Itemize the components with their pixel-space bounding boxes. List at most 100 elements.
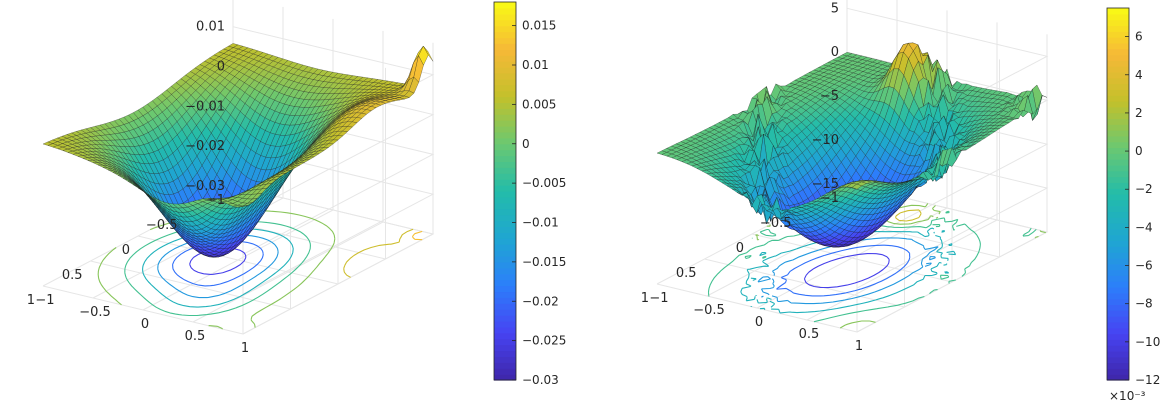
colorbar-band [1107,71,1129,79]
colorbar-band [494,250,516,257]
colorbar-band [1107,350,1129,358]
y-tick-label: 1 [241,341,249,356]
colorbar-tick-label: 2 [1135,106,1143,120]
colorbar-band [494,72,516,80]
grid-line [806,219,998,321]
colorbar-band [494,96,516,104]
y-tick-label: −1 [35,293,54,308]
x-tick-label: 0.5 [62,268,83,283]
x-tick-label: −0.5 [146,218,178,233]
colorbar-band [494,255,516,263]
colorbar-tick-label: −8 [1135,297,1153,311]
colorbar-band [1107,118,1129,125]
colorbar-band [1107,356,1129,364]
colorbar-band [494,356,516,363]
colorbar-band [494,338,516,346]
colorbar-band [494,315,516,322]
colorbar-band [494,120,516,127]
surface-plot-1: −1−0.500.51 −1−0.500.51−0.03−0.02−0.0100.… [27,0,566,387]
colorbar-band [1107,298,1129,306]
colorbar-band [1107,135,1129,143]
colorbar-band [494,114,516,121]
colorbar-tick-label: 0.005 [522,97,556,111]
grid-line [232,185,435,335]
axis-tick-labels: −1−0.500.51−1−0.500.51−15−10−505×10⁻³ [641,1,863,354]
colorbar-band [494,126,516,133]
contour-line [776,244,911,297]
colorbar-tick-label: −0.015 [522,255,566,269]
colorbar-band [1107,182,1129,189]
colorbar-tick-label: 0.015 [522,19,556,33]
x-tick-label: −1 [206,193,225,208]
colorbar-tick-label: −0.025 [522,334,566,348]
contour-line [755,203,1046,329]
colorbar-band [494,37,516,44]
x-tick-label: 1 [27,293,35,308]
colorbar-band [494,326,516,334]
colorbar-band [494,303,516,310]
colorbar-band [494,368,516,375]
y-tick-label: −0.5 [79,305,111,320]
colorbar-band [1107,333,1129,340]
colorbar-band [1107,223,1129,230]
colorbar-band [1107,205,1129,213]
colorbar-band [1107,240,1129,247]
colorbar-band [494,143,516,151]
colorbar-band [1107,101,1129,108]
colorbar-band [494,25,516,33]
x-tick-label: 0 [736,241,744,256]
surface-cell [851,183,863,190]
colorbar-band [494,238,516,245]
surface-cell [237,205,248,208]
x-tick-label: 0 [122,243,130,258]
colorbar-band [1107,257,1129,265]
colorbar-band [494,226,516,233]
colorbar-band [494,173,516,180]
colorbar-band [494,43,516,50]
x-tick-label: 0.5 [676,266,697,281]
colorbar-band [1107,339,1129,346]
colorbar-band [1107,147,1129,154]
colorbar-band [1107,269,1129,276]
colorbar-band [1107,246,1129,253]
contour-line [412,230,423,241]
grid-line [90,260,291,310]
colorbar-band [494,19,516,27]
colorbar-band [494,285,516,293]
contour-line [343,228,414,278]
colorbar-tick-label: 0 [522,137,530,151]
grid-line [142,209,334,311]
colorbar-band [1107,281,1129,288]
colorbar-band [494,297,516,304]
colorbar-band [494,2,516,9]
colorbar-band [1107,66,1129,73]
colorbar-band [1107,263,1129,271]
colorbar-band [1107,368,1129,375]
colorbar-band [494,13,516,21]
colorbar-band [494,149,516,157]
colorbar-band [494,267,516,275]
y-tick-label: −1 [649,291,668,306]
x-tick-label: −1 [820,191,839,206]
colorbar-band [1107,13,1129,21]
colorbar-band [494,66,516,74]
colorbar-band [1107,106,1129,114]
colorbar-band [494,167,516,174]
colorbar-band [494,102,516,109]
colorbar-band [494,332,516,340]
colorbar-band [1107,321,1129,329]
colorbar-band [494,350,516,357]
colorbar-band [494,49,516,56]
colorbar-band [1107,292,1129,300]
colorbar-band [1107,42,1129,50]
colorbar-tick-label: −2 [1135,182,1153,196]
colorbar-band [1107,199,1129,207]
colorbar-band [494,108,516,115]
colorbar-band [1107,176,1129,183]
z-tick-label: 0.01 [196,20,225,35]
colorbar-band [494,84,516,92]
colorbar-exponent-label: ×10⁻³ [1109,389,1146,403]
colorbar-tick-label: −4 [1135,220,1153,234]
z-tick-label: −0.01 [185,99,225,114]
colorbar-tick-label: −10 [1135,335,1160,349]
